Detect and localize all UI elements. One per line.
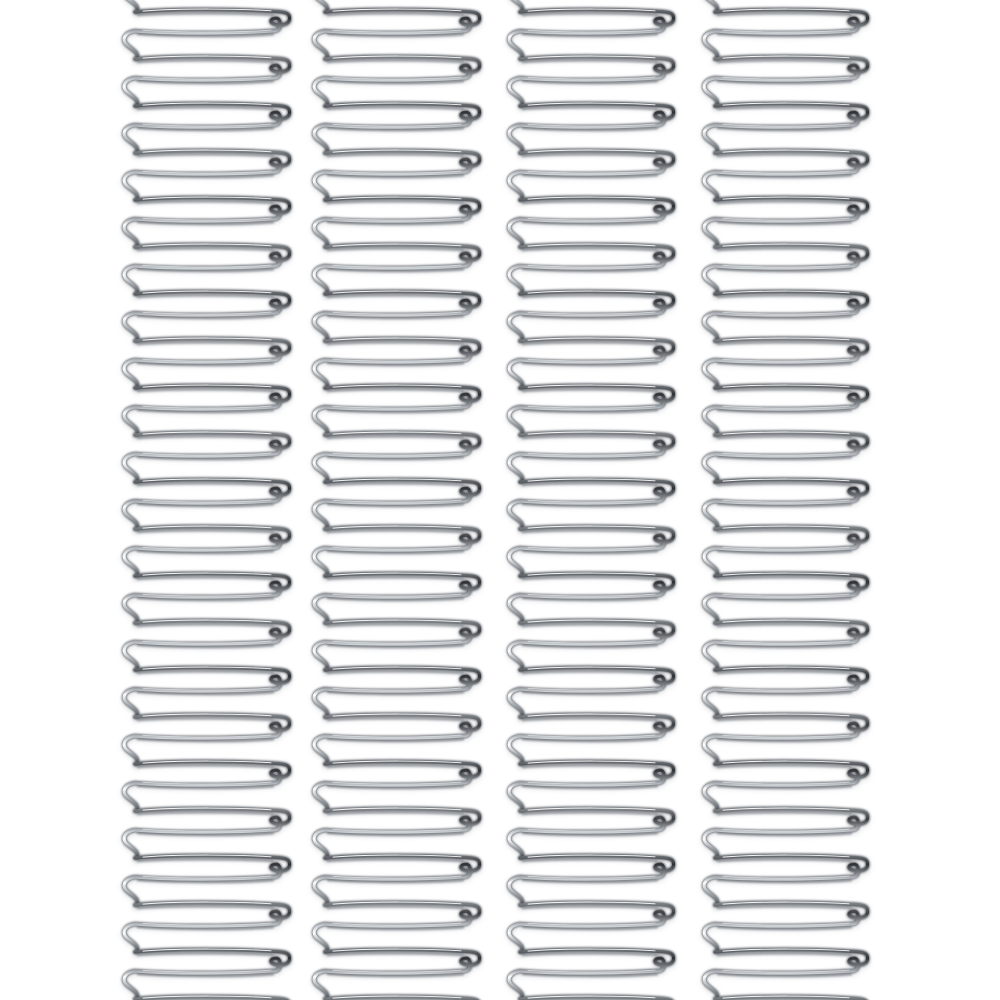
- coil-group: [121, 0, 871, 1000]
- coil-1: [121, 0, 293, 1000]
- coil-2: [311, 0, 483, 1000]
- coil-3: [506, 0, 677, 1000]
- coil-4: [701, 0, 871, 1000]
